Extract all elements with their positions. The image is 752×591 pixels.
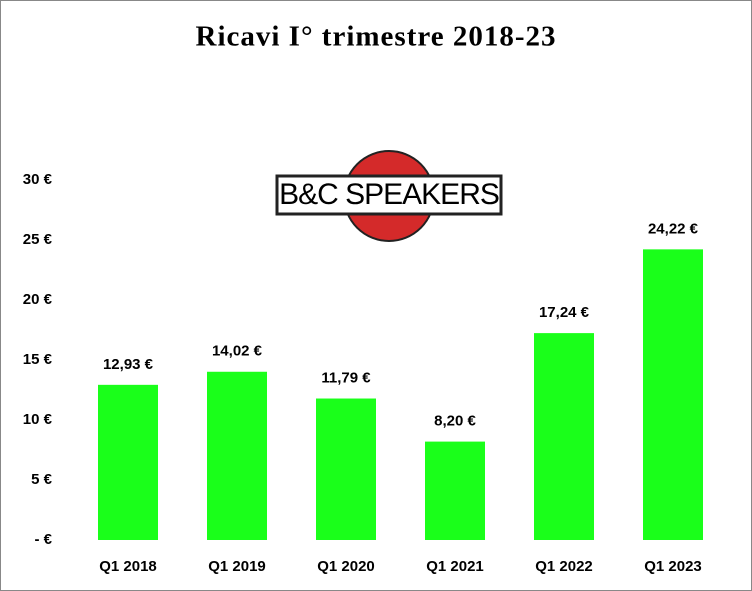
x-tick-label: Q1 2019 [208,558,266,575]
value-label: 8,20 € [434,413,476,430]
logo: B&C SPEAKERS [275,150,503,242]
bar [98,384,158,540]
x-tick-label: Q1 2023 [644,558,702,575]
value-label: 24,22 € [648,220,699,237]
y-tick-label: - € [34,531,52,548]
bar [643,249,703,541]
chart-title: Ricavi I° trimestre 2018-23 [196,21,557,53]
bar [316,398,376,540]
bar [425,441,485,540]
x-tick-label: Q1 2018 [99,558,157,575]
logo-text: B&C SPEAKERS [279,178,499,211]
value-label: 14,02 € [212,343,263,360]
bar [207,371,267,540]
value-label: 11,79 € [321,369,371,386]
x-tick-label: Q1 2020 [317,558,375,575]
y-tick-label: 30 € [23,171,53,188]
x-tick-label: Q1 2022 [535,558,593,575]
y-tick-label: 25 € [23,231,53,248]
x-tick-label: Q1 2021 [426,558,484,575]
y-tick-label: 15 € [23,351,53,368]
y-tick-label: 20 € [23,291,53,308]
y-tick-label: 10 € [23,411,53,428]
y-tick-label: 5 € [31,471,53,488]
value-label: 12,93 € [103,356,154,373]
value-label: 17,24 € [539,304,590,321]
bar [534,333,594,540]
logo-box [275,174,503,216]
